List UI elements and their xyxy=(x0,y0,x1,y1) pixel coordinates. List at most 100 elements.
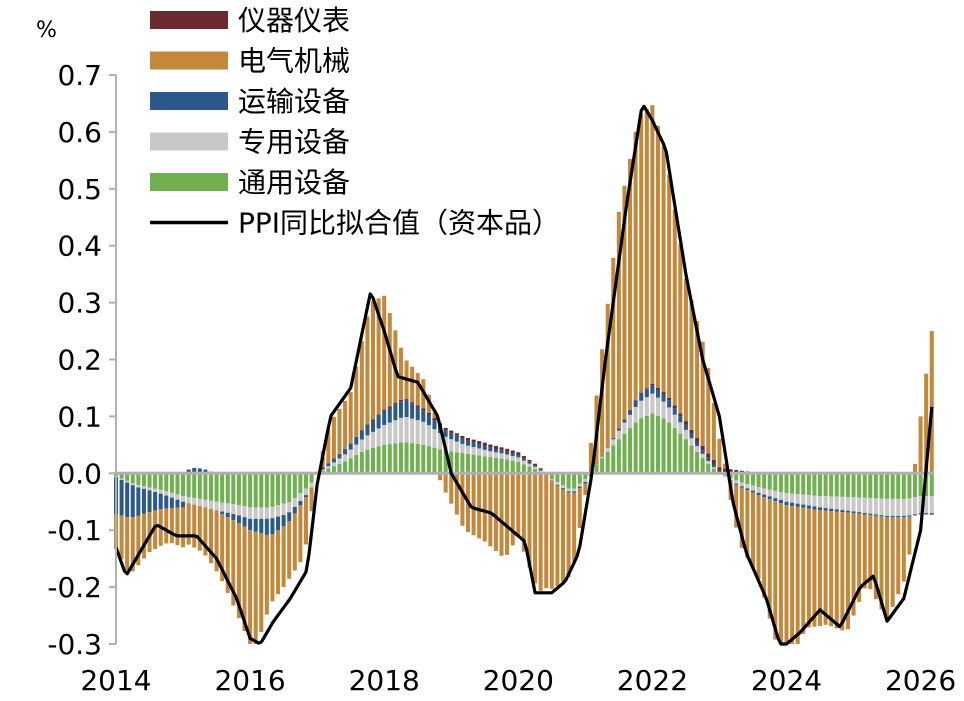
bar-general xyxy=(678,433,683,474)
bar-transport xyxy=(164,495,169,509)
bar-special xyxy=(454,441,459,453)
bar-transport xyxy=(236,515,241,524)
bar-instruments xyxy=(404,399,409,401)
bar-transport xyxy=(415,406,420,421)
bar-electrical xyxy=(141,513,146,559)
bar-transport xyxy=(186,469,191,474)
bar-general xyxy=(298,473,303,494)
bar-transport xyxy=(778,499,783,504)
bar-special xyxy=(628,414,633,429)
bar-electrical xyxy=(890,517,895,607)
bar-transport xyxy=(153,492,158,511)
bar-transport xyxy=(136,487,141,516)
bar-special xyxy=(896,498,901,516)
bar-transport xyxy=(762,494,767,498)
bar-general xyxy=(292,473,297,498)
bar-electrical xyxy=(773,501,778,640)
bar-special xyxy=(929,496,934,514)
bar-electrical xyxy=(438,473,443,481)
bar-instruments xyxy=(723,468,728,473)
bar-special xyxy=(398,417,403,443)
bar-transport xyxy=(477,444,482,449)
bar-special xyxy=(231,504,236,515)
bar-special xyxy=(477,448,482,456)
bar-general xyxy=(359,451,364,474)
bar-special xyxy=(655,397,660,416)
bar-special xyxy=(510,455,515,461)
bar-general xyxy=(197,473,202,499)
bar-transport xyxy=(840,510,845,513)
bar-general xyxy=(907,473,912,499)
bar-general xyxy=(890,473,895,499)
bar-transport xyxy=(471,442,476,448)
bar-electrical xyxy=(371,301,376,420)
bar-instruments xyxy=(700,446,705,451)
bar-instruments xyxy=(365,424,370,426)
bar-electrical xyxy=(264,534,269,615)
bar-general xyxy=(253,473,258,508)
bar-instruments xyxy=(533,463,538,466)
bar-transport xyxy=(298,501,303,506)
bar-special xyxy=(806,495,811,506)
bar-transport xyxy=(555,484,560,486)
bar-general xyxy=(672,428,677,474)
bar-instruments xyxy=(538,468,543,470)
bar-special xyxy=(320,469,325,471)
bar-special xyxy=(343,454,348,462)
bar-instruments xyxy=(711,459,716,465)
bar-electrical xyxy=(354,366,359,437)
bar-electrical xyxy=(521,473,526,552)
bar-special xyxy=(583,478,588,482)
bar-special xyxy=(834,496,839,510)
bar-special xyxy=(292,497,297,507)
bar-transport xyxy=(795,503,800,507)
bar-electrical xyxy=(711,403,716,460)
bar-special xyxy=(611,439,616,446)
bar-general xyxy=(616,439,621,474)
bar-transport xyxy=(611,438,616,440)
bar-special xyxy=(371,431,376,449)
bar-special xyxy=(924,496,929,514)
bar-general xyxy=(605,451,610,474)
bar-special xyxy=(644,397,649,416)
bar-special xyxy=(549,478,554,481)
bar-electrical xyxy=(577,488,582,528)
bar-electrical xyxy=(482,473,487,542)
bar-general xyxy=(454,452,459,474)
bar-electrical xyxy=(432,412,437,419)
bar-transport xyxy=(432,420,437,430)
bar-electrical xyxy=(387,313,392,407)
bar-general xyxy=(415,443,420,474)
bar-electrical xyxy=(683,278,688,422)
bar-transport xyxy=(773,498,778,502)
bar-transport xyxy=(639,393,644,401)
bar-instruments xyxy=(488,444,493,448)
bar-transport xyxy=(706,457,711,461)
bar-general xyxy=(119,473,124,479)
bar-general xyxy=(398,442,403,474)
bar-instruments xyxy=(633,400,638,402)
bar-electrical xyxy=(862,514,867,589)
bar-transport xyxy=(566,491,571,493)
bar-special xyxy=(723,475,728,477)
bar-general xyxy=(885,473,890,499)
bar-instruments xyxy=(516,452,521,455)
bar-electrical xyxy=(242,526,247,632)
legend-swatch-instruments xyxy=(150,11,228,29)
bar-transport xyxy=(125,482,130,518)
bar-general xyxy=(426,446,431,474)
bar-instruments xyxy=(398,399,403,402)
bar-special xyxy=(560,485,566,489)
bar-transport xyxy=(622,420,627,423)
bar-general xyxy=(560,473,566,486)
bar-electrical xyxy=(415,372,420,406)
bar-general xyxy=(371,448,376,474)
bar-electrical xyxy=(303,497,308,545)
bar-general xyxy=(460,453,465,474)
bar-transport xyxy=(924,513,929,515)
bar-transport xyxy=(823,508,828,511)
y-axis: 0.7 0.6 0.5 0.4 0.3 0.2 0.1 0.0 -0.1 -0.2 -0.3 xyxy=(47,59,117,661)
bar-transport xyxy=(533,465,538,467)
bar-special xyxy=(147,487,152,491)
bar-general xyxy=(633,422,638,474)
